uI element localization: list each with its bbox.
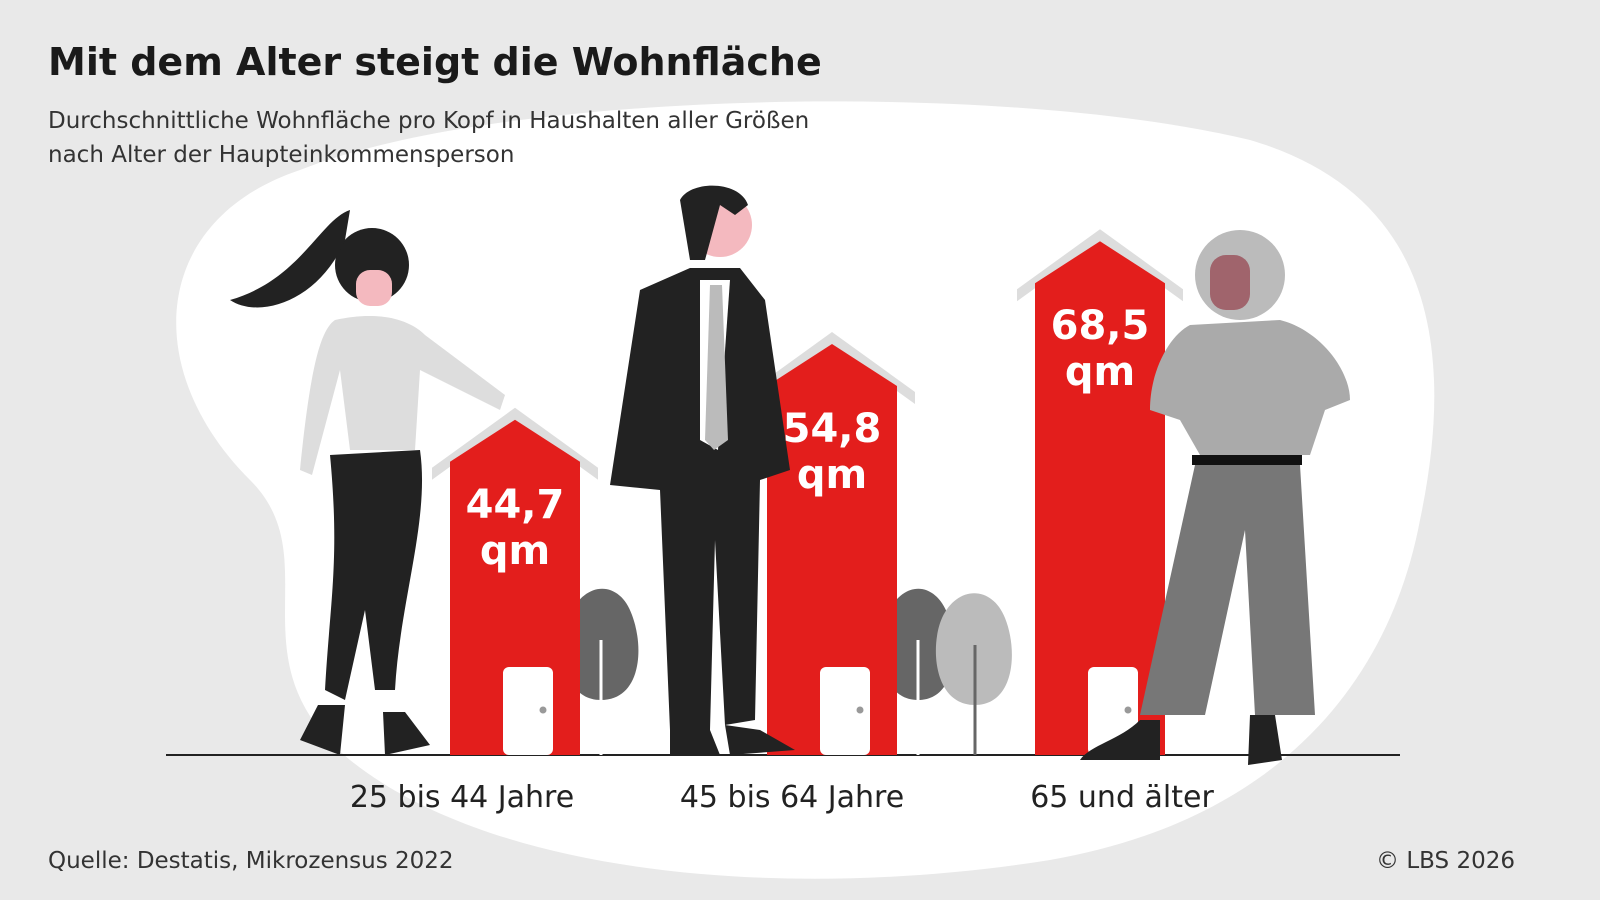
copyright: © LBS 2026 xyxy=(1376,848,1515,874)
x-tick-label: 65 und älter xyxy=(1030,780,1214,815)
house-roof xyxy=(432,407,598,480)
house-roof xyxy=(749,332,915,404)
door-knob xyxy=(856,706,864,714)
door xyxy=(503,667,553,755)
door-knob xyxy=(1124,706,1132,714)
bar xyxy=(767,344,897,755)
x-tick-label: 45 bis 64 Jahre xyxy=(679,780,905,815)
trees xyxy=(563,588,1012,755)
chart-subtitle: nach Alter der Haupteinkommensperson xyxy=(48,142,515,168)
door xyxy=(820,667,870,755)
chart-title: Mit dem Alter steigt die Wohnfläche xyxy=(48,40,822,84)
chart-subtitle: Durchschnittliche Wohnfläche pro Kopf in… xyxy=(48,108,810,134)
door-knob xyxy=(539,706,547,714)
source: Quelle: Destatis, Mikrozensus 2022 xyxy=(48,848,454,874)
x-tick-label: 25 bis 44 Jahre xyxy=(349,780,575,815)
value-label: 54,8 qm xyxy=(782,406,882,498)
figures xyxy=(230,185,1350,765)
bar xyxy=(1035,241,1165,755)
value-label: 68,5 qm xyxy=(1050,303,1150,396)
value-label: 44,7 qm xyxy=(465,481,565,574)
